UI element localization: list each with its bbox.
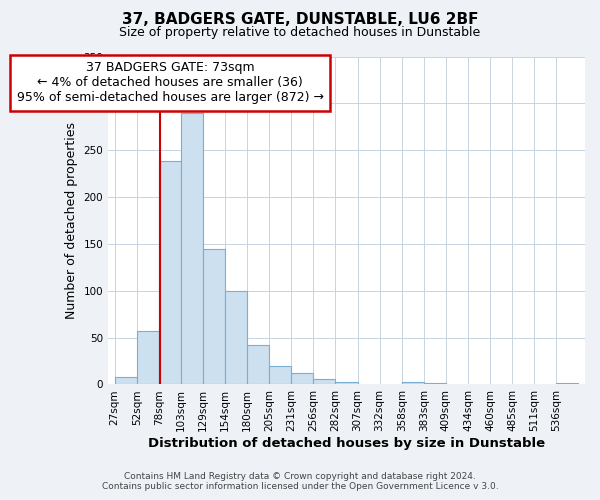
Bar: [402, 382, 424, 384]
Text: Contains HM Land Registry data © Crown copyright and database right 2024.
Contai: Contains HM Land Registry data © Crown c…: [101, 472, 499, 491]
Text: Size of property relative to detached houses in Dunstable: Size of property relative to detached ho…: [119, 26, 481, 39]
Bar: [313, 379, 335, 384]
X-axis label: Distribution of detached houses by size in Dunstable: Distribution of detached houses by size …: [148, 437, 545, 450]
Y-axis label: Number of detached properties: Number of detached properties: [65, 122, 78, 319]
Text: 37, BADGERS GATE, DUNSTABLE, LU6 2BF: 37, BADGERS GATE, DUNSTABLE, LU6 2BF: [122, 12, 478, 28]
Text: 37 BADGERS GATE: 73sqm
← 4% of detached houses are smaller (36)
95% of semi-deta: 37 BADGERS GATE: 73sqm ← 4% of detached …: [17, 62, 323, 104]
Bar: [335, 382, 358, 384]
Bar: [225, 291, 247, 384]
Bar: [292, 373, 313, 384]
Bar: [424, 382, 446, 384]
Bar: [137, 331, 159, 384]
Bar: [181, 112, 203, 384]
Bar: [556, 382, 578, 384]
Bar: [247, 345, 269, 385]
Bar: [269, 366, 292, 384]
Bar: [159, 162, 181, 384]
Bar: [115, 377, 137, 384]
Bar: [203, 248, 225, 384]
